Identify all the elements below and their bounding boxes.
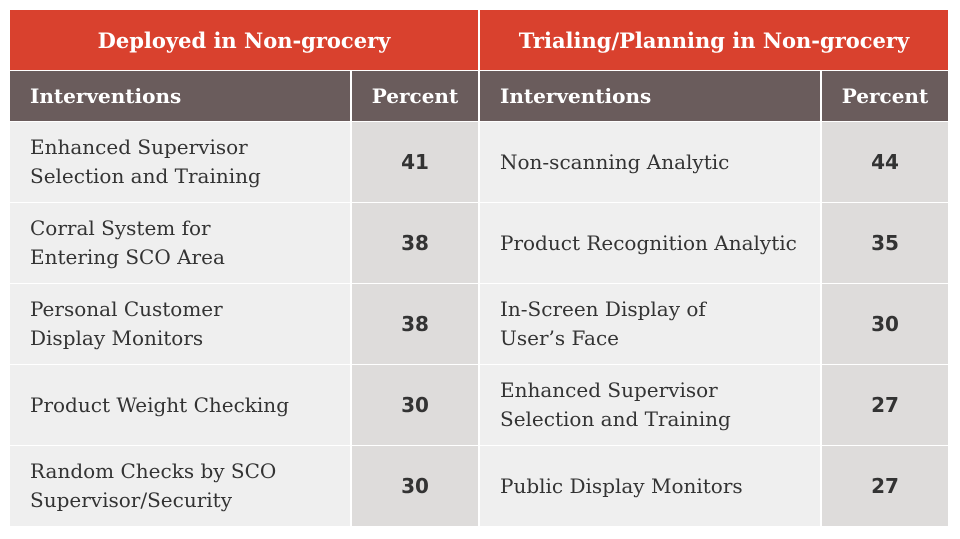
- right-intervention-cell: Product Recognition Analytic: [480, 203, 820, 283]
- right-intervention-cell: In-Screen Display of User’s Face: [480, 284, 820, 364]
- column-header-interventions-left: Interventions: [10, 71, 350, 121]
- right-intervention-cell: Enhanced Supervisor Selection and Traini…: [480, 365, 820, 445]
- right-intervention-cell: Public Display Monitors: [480, 446, 820, 526]
- left-intervention-cell: Corral System for Entering SCO Area: [10, 203, 350, 283]
- left-percent-cell: 38: [352, 284, 478, 364]
- right-percent-cell: 30: [822, 284, 948, 364]
- left-percent-cell: 30: [352, 446, 478, 526]
- group-header-trialing: Trialing/Planning in Non-grocery: [480, 10, 948, 70]
- left-intervention-cell: Product Weight Checking: [10, 365, 350, 445]
- left-intervention-cell: Enhanced Supervisor Selection and Traini…: [10, 122, 350, 202]
- left-percent-cell: 30: [352, 365, 478, 445]
- column-header-percent-left: Percent: [352, 71, 478, 121]
- column-header-interventions-right: Interventions: [480, 71, 820, 121]
- right-percent-cell: 35: [822, 203, 948, 283]
- right-percent-cell: 44: [822, 122, 948, 202]
- right-percent-cell: 27: [822, 365, 948, 445]
- left-percent-cell: 41: [352, 122, 478, 202]
- right-intervention-cell: Non-scanning Analytic: [480, 122, 820, 202]
- left-intervention-cell: Personal Customer Display Monitors: [10, 284, 350, 364]
- group-header-deployed: Deployed in Non-grocery: [10, 10, 478, 70]
- column-header-percent-right: Percent: [822, 71, 948, 121]
- left-intervention-cell: Random Checks by SCO Supervisor/Security: [10, 446, 350, 526]
- left-percent-cell: 38: [352, 203, 478, 283]
- interventions-table: Deployed in Non-grocery Trialing/Plannin…: [10, 10, 948, 526]
- right-percent-cell: 27: [822, 446, 948, 526]
